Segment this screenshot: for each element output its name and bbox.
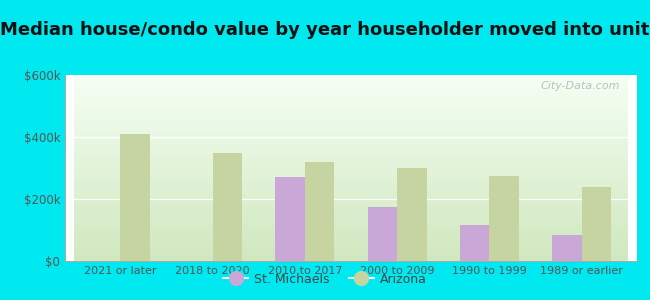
Bar: [460, 225, 489, 261]
Bar: [368, 207, 397, 261]
Text: City-Data.com: City-Data.com: [540, 81, 620, 91]
Text: Median house/condo value by year householder moved into unit: Median house/condo value by year househo…: [0, 21, 650, 39]
Bar: [582, 187, 611, 261]
Bar: [305, 162, 334, 261]
Bar: [120, 134, 150, 261]
Bar: [489, 176, 519, 261]
Bar: [276, 177, 305, 261]
Bar: [213, 152, 242, 261]
Bar: [552, 235, 582, 261]
Legend: St. Michaels, Arizona: St. Michaels, Arizona: [218, 268, 432, 291]
Bar: [397, 168, 426, 261]
